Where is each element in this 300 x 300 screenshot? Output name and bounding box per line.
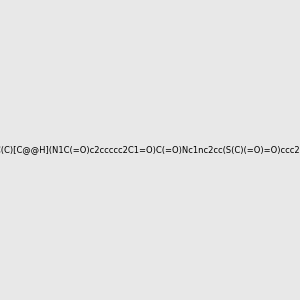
Text: CC(C)[C@@H](N1C(=O)c2ccccc2C1=O)C(=O)Nc1nc2cc(S(C)(=O)=O)ccc2s1: CC(C)[C@@H](N1C(=O)c2ccccc2C1=O)C(=O)Nc1… [0, 146, 300, 154]
